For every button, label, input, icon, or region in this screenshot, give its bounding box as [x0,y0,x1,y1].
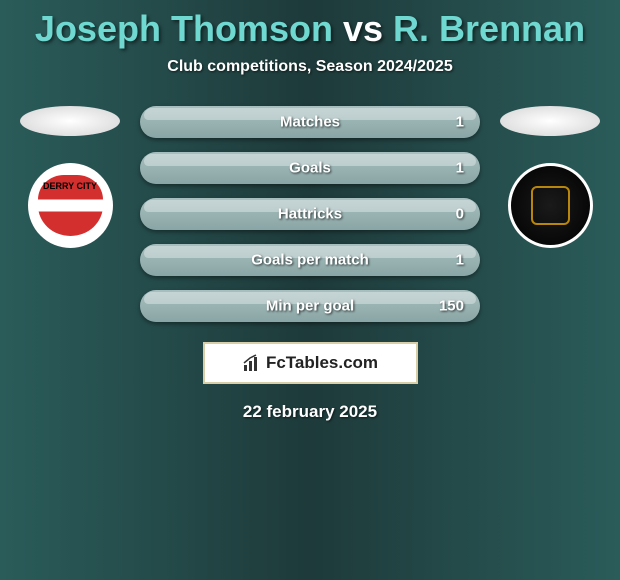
stats-column: Matches 1 Goals 1 Hattricks 0 Goals per … [140,106,480,322]
chart-icon [242,353,262,373]
stat-value: 1 [456,114,464,131]
stat-row-matches: Matches 1 [140,106,480,138]
stat-label: Min per goal [266,298,354,315]
club-crest-right [508,163,593,248]
stat-value: 150 [439,298,464,315]
stat-row-goals-per-match: Goals per match 1 [140,244,480,276]
stat-row-hattricks: Hattricks 0 [140,198,480,230]
comparison-card: Joseph Thomson vs R. Brennan Club compet… [0,0,620,422]
stat-row-goals: Goals 1 [140,152,480,184]
player2-name: R. Brennan [393,8,585,49]
player2-avatar-placeholder [500,106,600,136]
stat-value: 1 [456,252,464,269]
stat-label: Hattricks [278,206,342,223]
vs-text: vs [343,8,383,49]
stat-label: Matches [280,114,340,131]
player1-name: Joseph Thomson [35,8,333,49]
stat-value: 0 [456,206,464,223]
stat-label: Goals per match [251,252,369,269]
stat-label: Goals [289,160,331,177]
player1-avatar-placeholder [20,106,120,136]
source-logo-text: FcTables.com [266,353,378,373]
right-column [495,106,605,248]
stat-value: 1 [456,160,464,177]
page-title: Joseph Thomson vs R. Brennan [35,8,585,50]
subtitle: Club competitions, Season 2024/2025 [167,58,452,76]
main-row: Matches 1 Goals 1 Hattricks 0 Goals per … [0,106,620,322]
source-logo[interactable]: FcTables.com [203,342,418,384]
stat-row-min-per-goal: Min per goal 150 [140,290,480,322]
left-column [15,106,125,248]
club-crest-left [28,163,113,248]
date-text: 22 february 2025 [243,402,377,422]
